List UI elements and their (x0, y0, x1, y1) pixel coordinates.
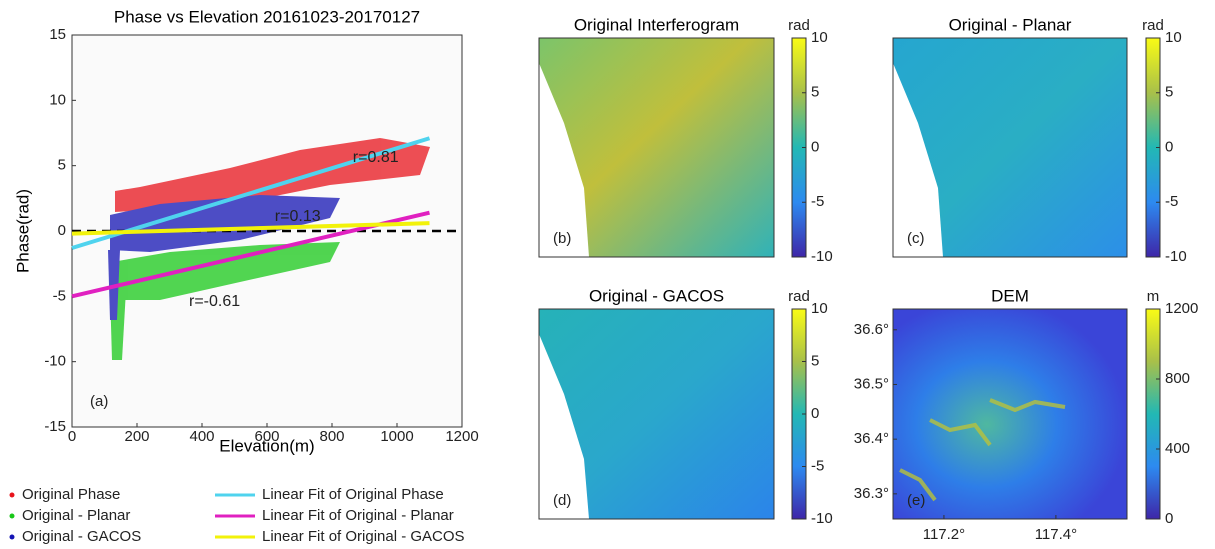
image (893, 309, 1127, 519)
panel-title: Original - GACOS (589, 286, 724, 305)
x-tick-label: 0 (68, 428, 76, 445)
colorbar-tick-label: 5 (811, 84, 819, 101)
colorbar-tick-label: 400 (1165, 440, 1190, 457)
legend-label: Linear Fit of Original - Planar (262, 507, 454, 524)
y-tick-label: 15 (49, 26, 66, 43)
y-tick-label: 0 (58, 222, 66, 239)
legend-marker (9, 534, 15, 540)
colorbar-tick-label: 10 (811, 300, 828, 317)
terrain (899, 468, 937, 502)
legend-marker (9, 513, 15, 519)
axes-box (892, 37, 1128, 258)
terrain (929, 418, 992, 447)
legend-label: Original - GACOS (22, 528, 141, 545)
colorbar-label: rad (1142, 17, 1164, 34)
colorbar-tick-label: 0 (1165, 510, 1173, 527)
x-tick-label: 800 (319, 428, 344, 445)
colorbar-label: rad (788, 17, 810, 34)
colorbar-tick-label: 800 (1165, 370, 1190, 387)
colorbar-tick-label: 5 (811, 352, 819, 369)
fit-line (71, 136, 431, 250)
x-tick-label: 600 (254, 428, 279, 445)
colorbar-tick-label: -10 (811, 248, 833, 265)
fit-annotation: r=-0.61 (189, 293, 240, 310)
axes-box (538, 308, 775, 520)
panel-label: (e) (907, 492, 925, 509)
panel-label: (b) (553, 230, 571, 247)
colorbar-tick-label: 0 (1165, 138, 1173, 155)
cloud-green (112, 242, 340, 300)
y-tick-label: -10 (44, 353, 66, 370)
y-tick-label: 5 (58, 157, 66, 174)
terrain (989, 398, 1066, 413)
axes-box (538, 37, 775, 258)
no-data (893, 63, 943, 257)
y-tick-label: 36.6° (854, 321, 889, 338)
no-data (539, 334, 589, 519)
colorbar-tick-label: -5 (1165, 193, 1178, 210)
panel-label: (d) (553, 492, 571, 509)
x-tick-label: 1200 (445, 428, 478, 445)
x-tick-label: 1000 (380, 428, 413, 445)
scatter-clouds (108, 138, 430, 360)
y-tick-label: 10 (49, 91, 66, 108)
y-tick-label: 36.5° (854, 375, 889, 392)
panel-title: Original Interferogram (574, 15, 739, 34)
legend-label: Linear Fit of Original - GACOS (262, 528, 465, 545)
axes-box (892, 308, 1128, 520)
x-tick-label: 400 (189, 428, 214, 445)
legend-label: Original Phase (22, 486, 120, 503)
x-tick-label: 117.2° (923, 526, 965, 543)
colorbar-label: rad (788, 288, 810, 305)
x-tick-label: 200 (124, 428, 149, 445)
x-tick-label: 117.4° (1035, 526, 1077, 543)
colorbar-tick-label: -5 (811, 193, 824, 210)
colorbar-tick-label: 10 (1165, 29, 1182, 46)
panel-title: DEM (991, 286, 1029, 305)
fit-annotation: r=0.81 (353, 149, 399, 166)
legend-label: Original - Planar (22, 507, 130, 524)
y-tick-label: 36.4° (854, 430, 889, 447)
panel-label: (c) (907, 230, 925, 247)
colorbar-tick-label: -10 (811, 510, 833, 527)
colorbar (1145, 308, 1161, 520)
panel-title: Original - Planar (949, 15, 1072, 34)
legend-marker (9, 492, 15, 498)
legend-label: Linear Fit of Original Phase (262, 486, 444, 503)
colorbar-tick-label: 5 (1165, 84, 1173, 101)
y-tick-label: -5 (53, 287, 66, 304)
colorbar-label: m (1147, 288, 1160, 305)
fit-annotation: r=0.13 (275, 208, 321, 225)
y-axis-label: Phase(rad) (13, 189, 32, 273)
colorbar-tick-label: 0 (811, 405, 819, 422)
chart-title: Phase vs Elevation 20161023-20170127 (114, 7, 420, 26)
colorbar-tick-label: 0 (811, 138, 819, 155)
colorbar-tick-label: -10 (1165, 248, 1187, 265)
y-tick-label: -15 (44, 418, 66, 435)
x-axis-label: Elevation(m) (219, 436, 314, 455)
panel-label: (a) (90, 393, 108, 410)
cloud-red (115, 138, 430, 212)
cloud-blue (110, 195, 340, 252)
colorbar-tick-label: 1200 (1165, 300, 1198, 317)
fit-line (71, 221, 430, 236)
no-data (539, 63, 589, 257)
colorbar-tick-label: -5 (811, 457, 824, 474)
colorbar-tick-label: 10 (811, 29, 828, 46)
y-tick-label: 36.3° (854, 485, 889, 502)
